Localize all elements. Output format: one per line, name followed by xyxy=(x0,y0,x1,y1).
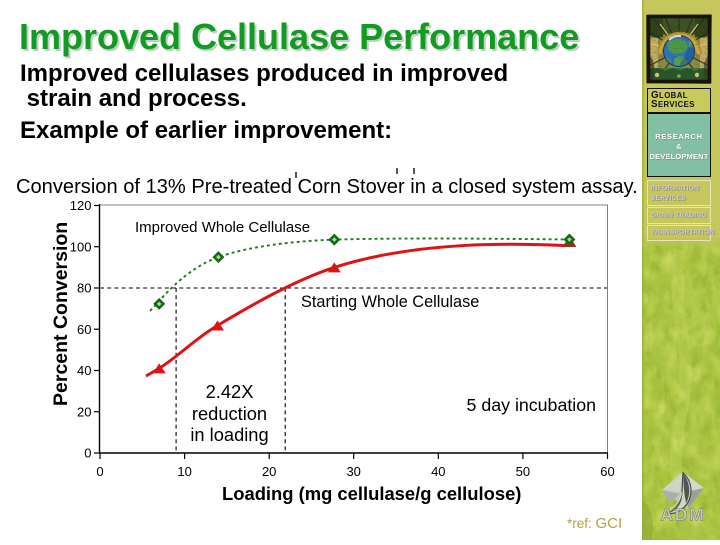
svg-text:60: 60 xyxy=(77,322,91,337)
svg-text:0: 0 xyxy=(84,446,91,461)
svg-text:60: 60 xyxy=(600,464,614,479)
svg-text:20: 20 xyxy=(262,464,276,479)
svg-text:120: 120 xyxy=(70,198,92,213)
svg-text:10: 10 xyxy=(177,464,191,479)
svg-text:100: 100 xyxy=(70,239,92,254)
svg-text:0: 0 xyxy=(96,464,103,479)
svg-text:40: 40 xyxy=(77,363,91,378)
svg-text:50: 50 xyxy=(516,464,530,479)
svg-text:40: 40 xyxy=(431,464,445,479)
svg-text:20: 20 xyxy=(77,404,91,419)
svg-text:ADM: ADM xyxy=(660,505,705,525)
svg-text:80: 80 xyxy=(77,281,91,296)
svg-text:30: 30 xyxy=(346,464,360,479)
